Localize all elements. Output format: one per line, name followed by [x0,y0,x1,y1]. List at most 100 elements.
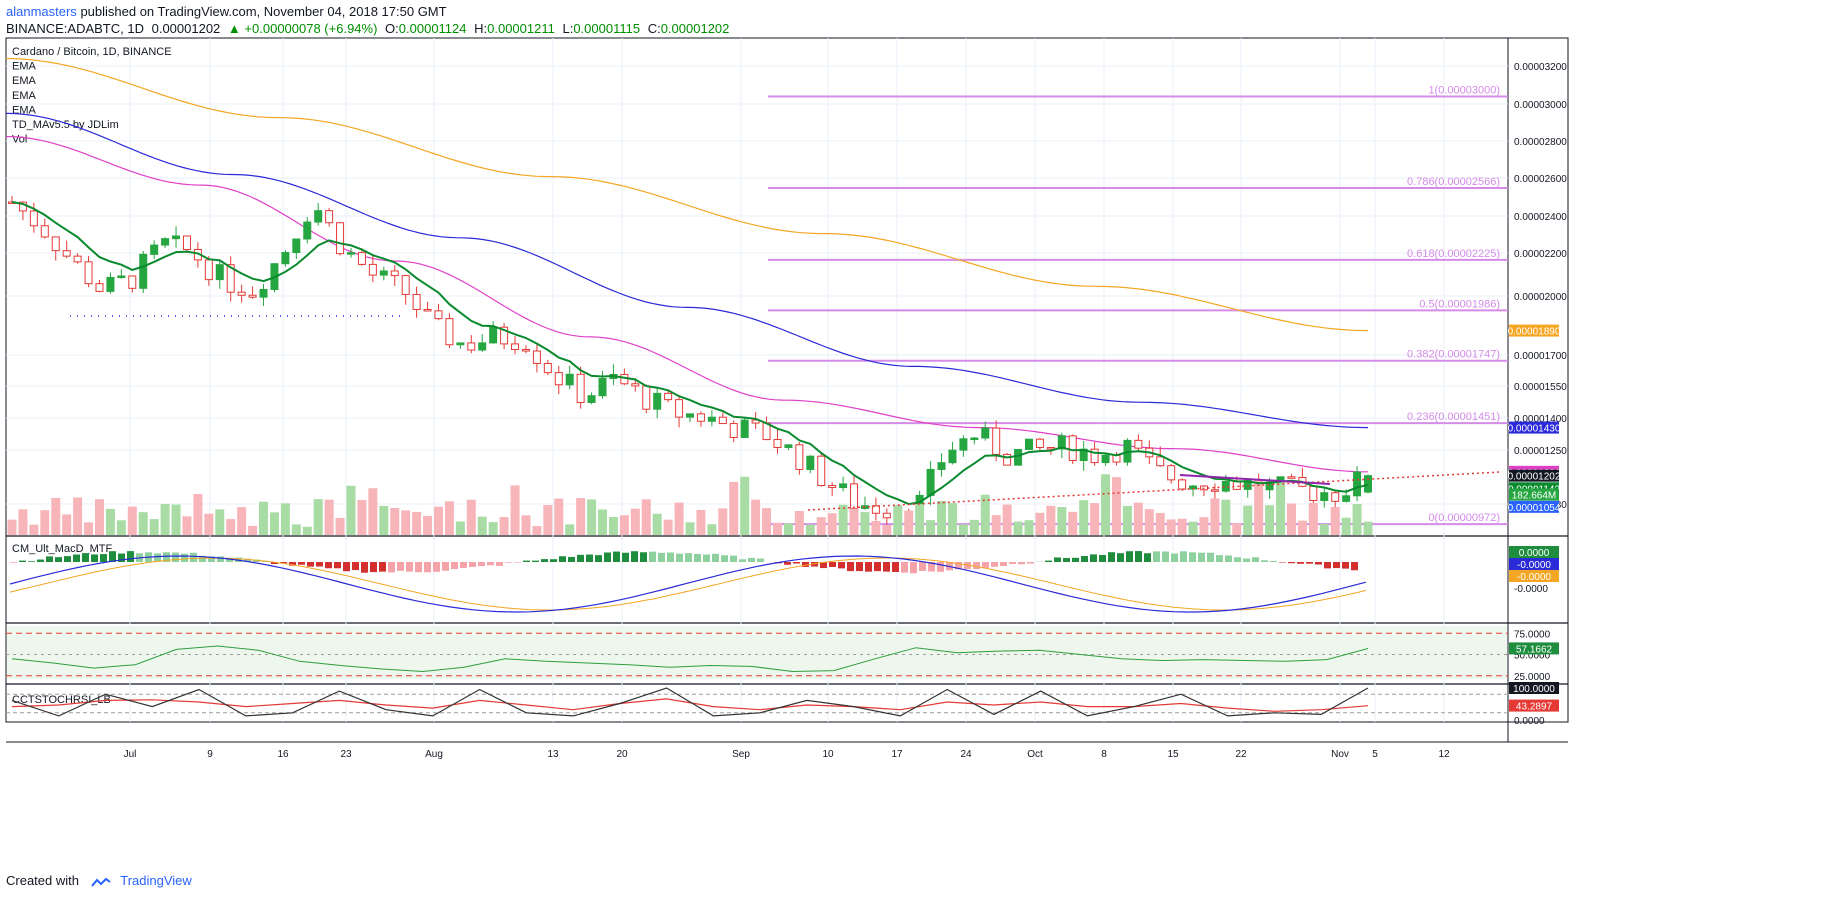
volume-bar [390,507,400,535]
price-badge-text: 0.00001890 [1508,327,1561,338]
volume-bar [237,507,247,535]
macd-histogram-bar [1018,562,1025,565]
volume-bar [893,505,903,535]
candle-body [325,210,334,224]
x-tick-label: 10 [822,749,834,760]
high-value: 0.00001211 [487,21,555,36]
volume-bar [521,515,531,535]
volume-bar [543,505,553,535]
volume-bar [1079,500,1089,535]
volume-bar [291,524,301,535]
volume-bar [1155,512,1165,535]
macd-histogram-bar [901,562,908,573]
macd-histogram-bar [172,552,179,562]
macd-histogram-bar [595,555,602,562]
macd-histogram-bar [298,562,305,565]
candle-body [565,373,574,386]
candle-body [521,348,530,352]
symbol-ohlc-line: BINANCE:ADABTC, 1D 0.00001202 ▲ +0.00000… [6,21,729,36]
macd-histogram-bar [883,562,890,572]
candle-body [1134,439,1143,449]
volume-bar [1232,523,1242,535]
open-label: O: [385,21,399,36]
volume-bar [138,512,148,535]
price-badge [1509,324,1559,337]
candle-body [95,283,104,292]
volume-bar [1090,503,1100,535]
candle-body [500,326,509,345]
candle-body [740,419,749,438]
candle-body [237,291,246,296]
candle-body [1156,456,1165,467]
macd-histogram-bar [46,556,53,562]
candle-body [937,462,946,470]
macd-histogram-bar [154,553,161,562]
candle-body [1057,435,1066,450]
macd-histogram-bar [793,562,800,564]
volume-bar [7,519,17,535]
macd-histogram-bar [649,551,656,562]
fib-level-label: 0.5(0.00001986) [1419,298,1500,310]
macd-histogram-bar [982,562,989,569]
rsi-tick-label: 25.0000 [1514,672,1551,683]
candle-body [412,293,421,310]
macd-histogram-bar [496,562,503,566]
candle-body [926,468,935,496]
volume-bar [73,497,83,535]
macd-title: CM_Ult_MacD_MTF [12,543,113,555]
macd-histogram-bar [469,562,476,567]
x-tick-label: 9 [207,749,213,760]
macd-histogram-bar [10,562,17,563]
macd-histogram-bar [937,562,944,572]
candle-body [182,235,191,251]
support-trendline [807,471,1501,511]
volume-bar [1199,517,1209,535]
candle-body [631,383,640,387]
tradingview-link[interactable]: TradingView [120,873,192,888]
volume-bar [269,512,279,535]
volume-bar [805,524,815,535]
volume-bar [368,488,378,535]
x-tick-label: 12 [1438,749,1450,760]
volume-bar [510,485,520,535]
rsi-tick-label: 50.0000 [1514,651,1551,662]
author-link[interactable]: alanmasters [6,4,77,19]
macd-histogram-bar [892,562,899,572]
candle-body [248,294,257,298]
volume-bar [762,508,772,535]
candle-body [598,378,607,397]
macd-histogram-bar [1009,562,1016,564]
macd-histogram-bar [721,555,728,562]
macd-histogram-bar [928,562,935,572]
macd-histogram-bar [28,561,35,562]
price-badge [1509,421,1559,434]
volume-bar [871,520,881,535]
volume-bar [1188,521,1198,535]
candle-body [139,253,148,289]
volume-bar [499,517,509,535]
macd-histogram-bar [1288,562,1295,564]
chart-frame [5,37,1569,723]
rsi-line [11,645,1369,673]
volume-bar [182,516,192,535]
volume-bar [1002,504,1012,535]
volume-bar [1144,509,1154,535]
candle-body [773,439,782,448]
macd-histogram-bar [226,557,233,562]
macd-histogram-bar [748,557,755,562]
volume-bar [652,513,662,535]
stoch-tick-label: 0.0000 [1514,716,1545,727]
candle-body [992,427,1001,455]
volume-bar [1177,518,1187,535]
ema-slow-line [5,112,1369,429]
candle-body [839,483,848,489]
volume-bar [1024,520,1034,535]
volume-bar [433,506,443,535]
volume-bar [1243,505,1253,535]
candle-body [948,449,957,464]
candle-body [543,362,552,374]
close-label: C: [647,21,661,36]
macd-histogram-bar [37,559,44,562]
candle-body [1364,475,1372,493]
